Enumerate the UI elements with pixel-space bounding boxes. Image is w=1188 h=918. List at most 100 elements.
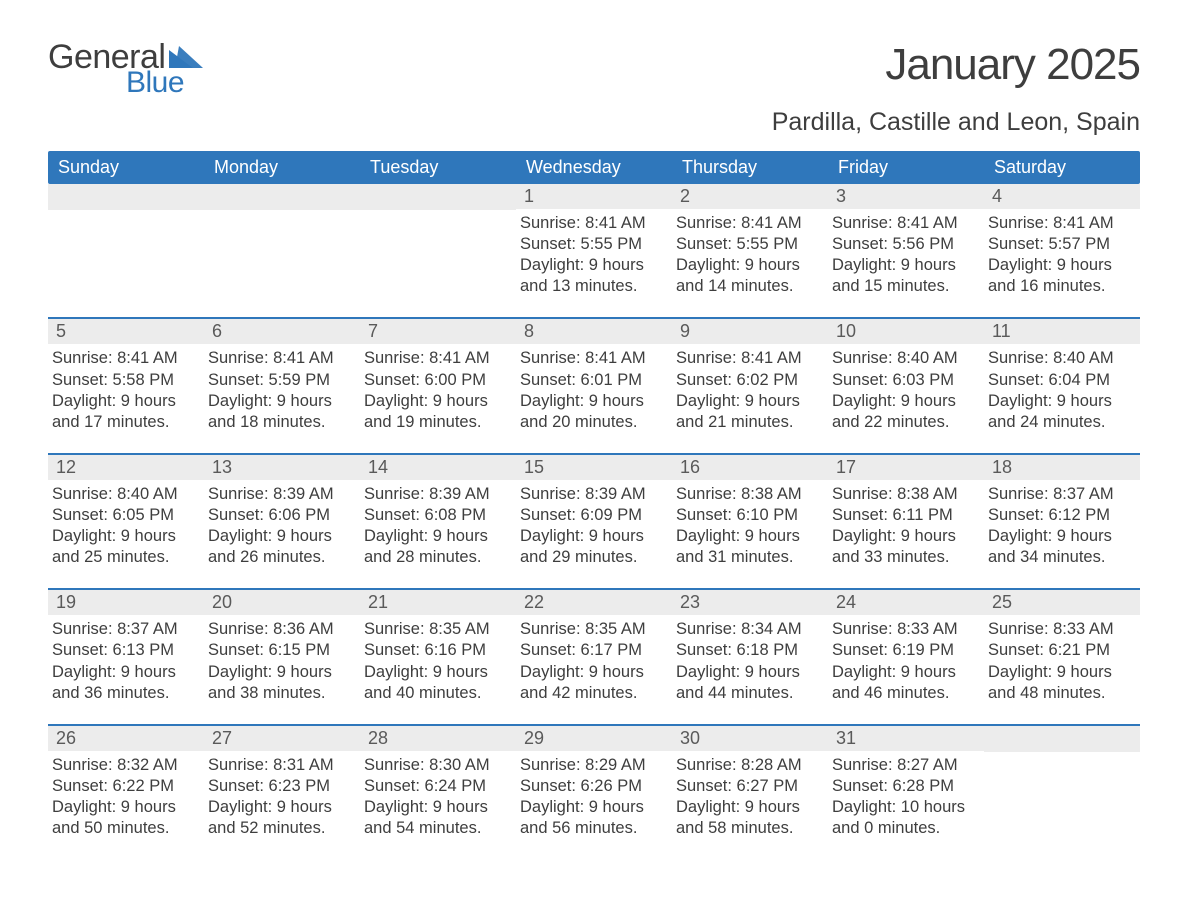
daylight-line: Daylight: 9 hours and 54 minutes. — [364, 797, 508, 839]
day-details: Sunrise: 8:31 AMSunset: 6:23 PMDaylight:… — [204, 751, 360, 847]
day-number: 17 — [828, 455, 984, 480]
sunset-line: Sunset: 6:28 PM — [832, 776, 976, 797]
sunset-line: Sunset: 6:12 PM — [988, 505, 1132, 526]
sunset-line: Sunset: 6:09 PM — [520, 505, 664, 526]
daylight-line: Daylight: 9 hours and 19 minutes. — [364, 391, 508, 433]
day-details: Sunrise: 8:35 AMSunset: 6:16 PMDaylight:… — [360, 615, 516, 711]
daylight-line: Daylight: 9 hours and 50 minutes. — [52, 797, 196, 839]
calendar-day: 8Sunrise: 8:41 AMSunset: 6:01 PMDaylight… — [516, 319, 672, 440]
day-number: 13 — [204, 455, 360, 480]
calendar-day: 25Sunrise: 8:33 AMSunset: 6:21 PMDayligh… — [984, 590, 1140, 711]
calendar-day: 1Sunrise: 8:41 AMSunset: 5:55 PMDaylight… — [516, 184, 672, 305]
sunrise-line: Sunrise: 8:41 AM — [676, 213, 820, 234]
day-number: 18 — [984, 455, 1140, 480]
daylight-line: Daylight: 9 hours and 22 minutes. — [832, 391, 976, 433]
day-number: 10 — [828, 319, 984, 344]
calendar-day — [360, 184, 516, 305]
sunrise-line: Sunrise: 8:39 AM — [520, 484, 664, 505]
day-details: Sunrise: 8:33 AMSunset: 6:21 PMDaylight:… — [984, 615, 1140, 711]
daylight-line: Daylight: 9 hours and 29 minutes. — [520, 526, 664, 568]
sunset-line: Sunset: 6:13 PM — [52, 640, 196, 661]
daylight-line: Daylight: 9 hours and 14 minutes. — [676, 255, 820, 297]
calendar-day: 17Sunrise: 8:38 AMSunset: 6:11 PMDayligh… — [828, 455, 984, 576]
daylight-line: Daylight: 9 hours and 15 minutes. — [832, 255, 976, 297]
sunrise-line: Sunrise: 8:32 AM — [52, 755, 196, 776]
dow-wednesday: Wednesday — [516, 151, 672, 184]
sunset-line: Sunset: 5:55 PM — [520, 234, 664, 255]
day-number: 14 — [360, 455, 516, 480]
day-number: 7 — [360, 319, 516, 344]
sunset-line: Sunset: 6:08 PM — [364, 505, 508, 526]
sunrise-line: Sunrise: 8:33 AM — [832, 619, 976, 640]
day-details: Sunrise: 8:41 AMSunset: 6:02 PMDaylight:… — [672, 344, 828, 440]
day-number: 22 — [516, 590, 672, 615]
calendar-week: 1Sunrise: 8:41 AMSunset: 5:55 PMDaylight… — [48, 184, 1140, 305]
daylight-line: Daylight: 9 hours and 42 minutes. — [520, 662, 664, 704]
sunset-line: Sunset: 6:00 PM — [364, 370, 508, 391]
day-number: 24 — [828, 590, 984, 615]
sunset-line: Sunset: 6:04 PM — [988, 370, 1132, 391]
day-details: Sunrise: 8:34 AMSunset: 6:18 PMDaylight:… — [672, 615, 828, 711]
day-number: 31 — [828, 726, 984, 751]
day-number: 15 — [516, 455, 672, 480]
dow-saturday: Saturday — [984, 151, 1140, 184]
calendar-day: 10Sunrise: 8:40 AMSunset: 6:03 PMDayligh… — [828, 319, 984, 440]
month-title: January 2025 — [772, 40, 1140, 90]
sunset-line: Sunset: 6:27 PM — [676, 776, 820, 797]
daylight-line: Daylight: 9 hours and 33 minutes. — [832, 526, 976, 568]
day-number: 16 — [672, 455, 828, 480]
calendar-day: 22Sunrise: 8:35 AMSunset: 6:17 PMDayligh… — [516, 590, 672, 711]
day-number: 26 — [48, 726, 204, 751]
sunrise-line: Sunrise: 8:30 AM — [364, 755, 508, 776]
day-details: Sunrise: 8:39 AMSunset: 6:09 PMDaylight:… — [516, 480, 672, 576]
day-details: Sunrise: 8:37 AMSunset: 6:13 PMDaylight:… — [48, 615, 204, 711]
calendar-day — [204, 184, 360, 305]
sunset-line: Sunset: 5:58 PM — [52, 370, 196, 391]
sunrise-line: Sunrise: 8:41 AM — [52, 348, 196, 369]
day-details: Sunrise: 8:37 AMSunset: 6:12 PMDaylight:… — [984, 480, 1140, 576]
title-block: January 2025 Pardilla, Castille and Leon… — [772, 40, 1140, 137]
calendar-day — [984, 726, 1140, 847]
day-number: 12 — [48, 455, 204, 480]
sunrise-line: Sunrise: 8:31 AM — [208, 755, 352, 776]
daylight-line: Daylight: 9 hours and 44 minutes. — [676, 662, 820, 704]
sunrise-line: Sunrise: 8:41 AM — [520, 348, 664, 369]
sunset-line: Sunset: 5:57 PM — [988, 234, 1132, 255]
day-number: 6 — [204, 319, 360, 344]
sunset-line: Sunset: 5:59 PM — [208, 370, 352, 391]
day-number: 19 — [48, 590, 204, 615]
sunset-line: Sunset: 6:18 PM — [676, 640, 820, 661]
calendar-day: 3Sunrise: 8:41 AMSunset: 5:56 PMDaylight… — [828, 184, 984, 305]
sunrise-line: Sunrise: 8:37 AM — [988, 484, 1132, 505]
calendar-week: 12Sunrise: 8:40 AMSunset: 6:05 PMDayligh… — [48, 453, 1140, 576]
day-number: 25 — [984, 590, 1140, 615]
calendar-day: 20Sunrise: 8:36 AMSunset: 6:15 PMDayligh… — [204, 590, 360, 711]
header: General Blue January 2025 Pardilla, Cast… — [48, 40, 1140, 137]
dow-thursday: Thursday — [672, 151, 828, 184]
sunset-line: Sunset: 6:01 PM — [520, 370, 664, 391]
sunset-line: Sunset: 6:03 PM — [832, 370, 976, 391]
day-number-empty — [204, 184, 360, 210]
sunrise-line: Sunrise: 8:41 AM — [364, 348, 508, 369]
sunrise-line: Sunrise: 8:29 AM — [520, 755, 664, 776]
sunset-line: Sunset: 6:16 PM — [364, 640, 508, 661]
calendar-week: 19Sunrise: 8:37 AMSunset: 6:13 PMDayligh… — [48, 588, 1140, 711]
day-details: Sunrise: 8:38 AMSunset: 6:11 PMDaylight:… — [828, 480, 984, 576]
sunset-line: Sunset: 6:23 PM — [208, 776, 352, 797]
day-details: Sunrise: 8:39 AMSunset: 6:06 PMDaylight:… — [204, 480, 360, 576]
sunset-line: Sunset: 6:05 PM — [52, 505, 196, 526]
sunrise-line: Sunrise: 8:37 AM — [52, 619, 196, 640]
day-details: Sunrise: 8:41 AMSunset: 5:59 PMDaylight:… — [204, 344, 360, 440]
day-details: Sunrise: 8:41 AMSunset: 5:57 PMDaylight:… — [984, 209, 1140, 305]
sunrise-line: Sunrise: 8:33 AM — [988, 619, 1132, 640]
daylight-line: Daylight: 9 hours and 38 minutes. — [208, 662, 352, 704]
calendar-day: 14Sunrise: 8:39 AMSunset: 6:08 PMDayligh… — [360, 455, 516, 576]
daylight-line: Daylight: 9 hours and 13 minutes. — [520, 255, 664, 297]
sunset-line: Sunset: 6:10 PM — [676, 505, 820, 526]
calendar-day: 29Sunrise: 8:29 AMSunset: 6:26 PMDayligh… — [516, 726, 672, 847]
day-number: 9 — [672, 319, 828, 344]
sunrise-line: Sunrise: 8:39 AM — [364, 484, 508, 505]
calendar-day: 9Sunrise: 8:41 AMSunset: 6:02 PMDaylight… — [672, 319, 828, 440]
daylight-line: Daylight: 9 hours and 31 minutes. — [676, 526, 820, 568]
calendar-day: 5Sunrise: 8:41 AMSunset: 5:58 PMDaylight… — [48, 319, 204, 440]
